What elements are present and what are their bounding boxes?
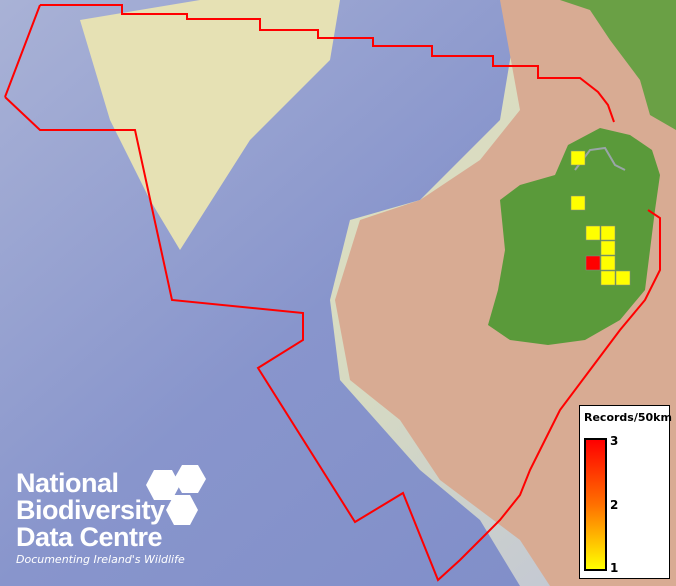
legend: Records/50km 3 2 1 — [579, 405, 672, 579]
record-square[interactable] — [600, 240, 616, 256]
record-square[interactable] — [585, 255, 601, 271]
record-square[interactable] — [585, 225, 601, 241]
logo-line-1: National — [16, 468, 119, 498]
nbdc-logo: National Biodiversity Data Centre Docume… — [16, 465, 206, 566]
legend-title: Records/50km — [584, 411, 672, 424]
legend-mid-label: 2 — [610, 498, 619, 512]
logo-tagline: Documenting Ireland's Wildlife — [16, 553, 185, 566]
logo-line-3: Data Centre — [16, 522, 163, 552]
ireland-land — [488, 128, 660, 345]
record-square[interactable] — [600, 270, 616, 286]
survey-boundary — [4, 4, 661, 582]
record-square[interactable] — [600, 225, 616, 241]
record-square[interactable] — [570, 150, 586, 166]
legend-max-label: 3 — [610, 434, 619, 448]
record-square[interactable] — [600, 255, 616, 271]
shelf-plateau — [80, 0, 340, 250]
legend-color-ramp — [584, 438, 607, 571]
logo-line-2: Biodiversity — [16, 495, 165, 525]
record-square[interactable] — [570, 195, 586, 211]
britain-land — [560, 0, 676, 130]
record-square[interactable] — [615, 270, 631, 286]
legend-min-label: 1 — [610, 561, 619, 575]
species-hexagons-icon — [146, 465, 206, 525]
